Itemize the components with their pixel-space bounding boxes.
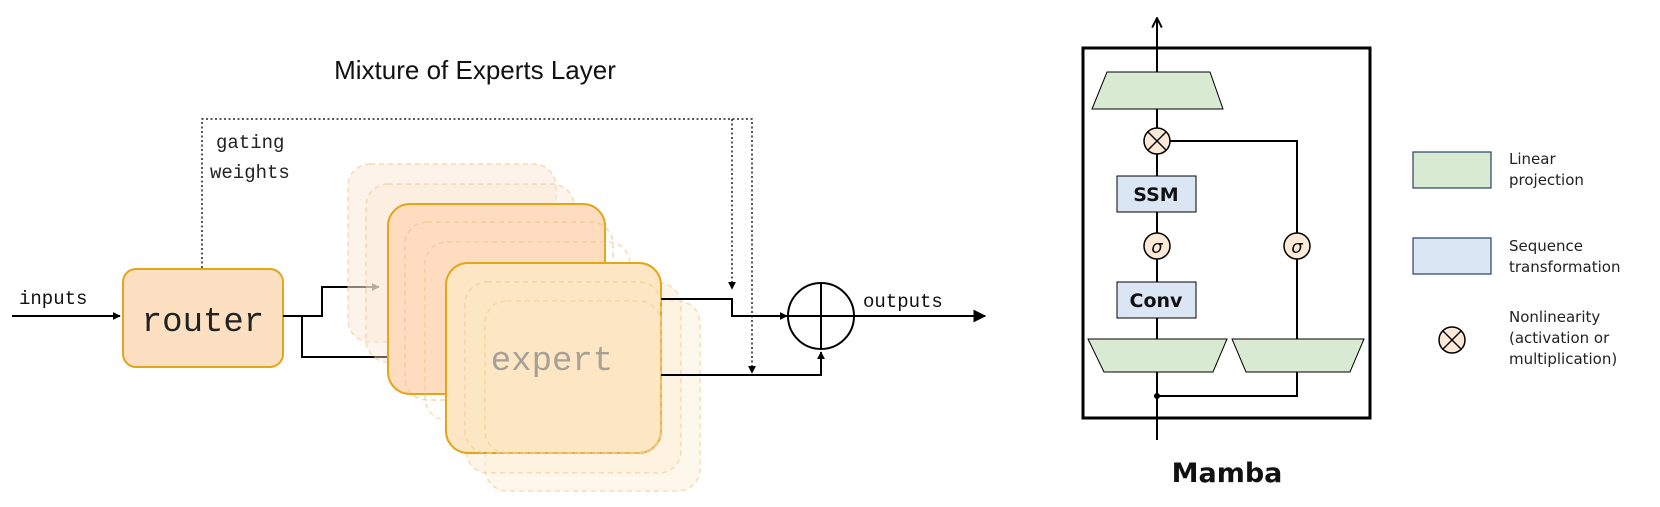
legend-linear-line1: Linear [1509,150,1556,168]
expert-main-inner-shadows [464,281,662,454]
moe-title: Mixture of Experts Layer [334,55,616,85]
legend-sequence-line1: Sequence [1509,237,1583,255]
mamba-diagram: SSM σ Conv σ Mamba [1081,18,1372,489]
legend: Linear projection Sequence transformatio… [1412,150,1620,368]
mamba-sigma-right-node [1283,232,1311,260]
router-box [122,268,284,368]
router-label: router [142,304,264,342]
mamba-sigma-left-node [1143,232,1171,260]
legend-nonlinearity-icon [1438,326,1466,354]
mamba-linear-top [1091,71,1224,110]
legend-sequence-swatch [1412,237,1492,275]
mamba-ssm-label: SSM [1133,184,1178,206]
outputs-label: outputs [863,291,943,313]
expert-label: expert [491,343,613,381]
mamba-sigma-right-symbol: σ [1291,237,1303,258]
mamba-conv-box [1116,281,1197,319]
legend-nonlin-line2: (activation or [1509,329,1610,347]
mamba-ssm-box [1116,175,1197,213]
mamba-junction-dot [1154,393,1160,399]
mamba-frame [1081,46,1372,420]
sum-node [787,282,855,350]
mamba-residual-branch [1157,140,1298,397]
inputs-label: inputs [19,288,87,310]
mamba-title: Mamba [1172,458,1283,489]
legend-linear-line2: projection [1509,171,1584,189]
mamba-linear-bottom-left [1087,338,1228,373]
mamba-multiply-node [1143,127,1171,155]
gating-path [201,118,756,374]
expert-upper-output [661,298,788,320]
legend-linear-swatch [1412,151,1492,189]
legend-nonlin-line3: multiplication) [1509,350,1617,368]
mamba-conv-label: Conv [1130,290,1184,312]
gating-label-line2: weights [210,162,290,184]
legend-nonlin-line1: Nonlinearity [1509,308,1600,326]
moe-diagram: Mixture of Experts Layer gating weights … [12,55,987,492]
gating-label-line1: gating [216,132,284,154]
expert-lower-output [661,351,825,376]
mamba-sigma-left-symbol: σ [1151,237,1163,258]
legend-sequence-line2: transformation [1509,258,1620,276]
mamba-linear-bottom-right [1231,338,1365,373]
